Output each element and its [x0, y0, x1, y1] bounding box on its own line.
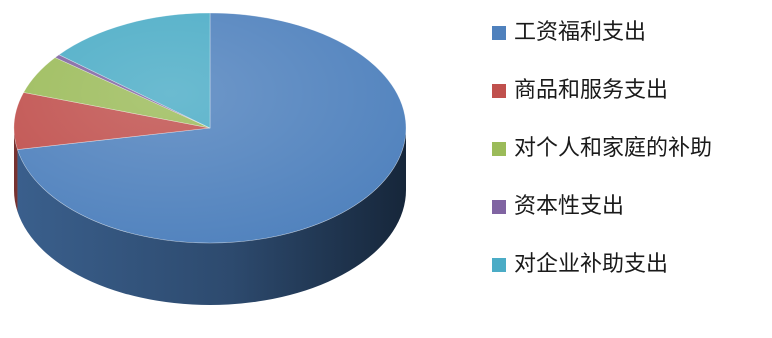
legend-swatch — [492, 199, 506, 214]
legend-label: 商品和服务支出 — [514, 78, 669, 103]
pie-plot-area — [13, 12, 407, 305]
legend-swatch — [492, 83, 506, 98]
legend: 工资福利支出 商品和服务支出 对个人和家庭的补助 资本性支出 对企业补助支出 — [492, 18, 767, 279]
legend-item-enterprise-subsidy: 对企业补助支出 — [492, 250, 767, 279]
legend-item-wages: 工资福利支出 — [492, 18, 767, 47]
legend-swatch — [492, 141, 506, 156]
legend-item-capital: 资本性支出 — [492, 192, 767, 221]
legend-label: 工资福利支出 — [514, 20, 647, 45]
legend-item-household-subsidy: 对个人和家庭的补助 — [492, 134, 767, 163]
legend-item-goods-services: 商品和服务支出 — [492, 76, 767, 105]
legend-label: 对企业补助支出 — [514, 252, 669, 277]
legend-label: 资本性支出 — [514, 194, 625, 219]
pie-side-wages — [17, 128, 406, 305]
legend-label: 对个人和家庭的补助 — [514, 136, 713, 161]
legend-swatch — [492, 257, 506, 272]
legend-swatch — [492, 25, 506, 40]
